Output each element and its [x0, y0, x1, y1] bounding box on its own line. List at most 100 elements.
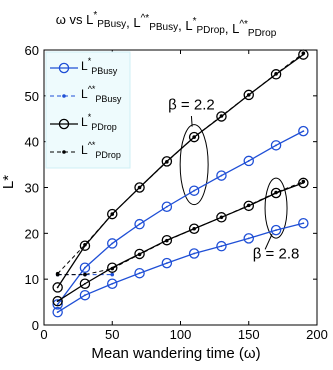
- data-point: [107, 208, 118, 220]
- data-point: [192, 135, 196, 139]
- data-point: [298, 217, 309, 229]
- data-point: [52, 299, 63, 310]
- data-point: [79, 240, 91, 251]
- data-point-center: [247, 160, 250, 162]
- annotation-pointer: [190, 115, 193, 127]
- data-point: [246, 203, 251, 208]
- x-tick-label: 100: [170, 327, 192, 342]
- data-point: [216, 240, 227, 252]
- series-line: [57, 181, 304, 276]
- data-point-center: [111, 282, 114, 285]
- data-point: [243, 89, 254, 101]
- title-item-sub: PDrop: [248, 28, 277, 39]
- data-point-center: [302, 222, 305, 225]
- title-item-sup: *: [193, 16, 197, 27]
- title-item-base: , L: [178, 18, 192, 33]
- legend-label-sub: PBusy: [95, 94, 122, 104]
- annotation-beta-2-8: β = 2.8: [253, 246, 300, 263]
- data-point: [216, 170, 227, 181]
- data-point: [301, 51, 306, 56]
- axes: 0 50 100 150 200 0 10 20 30 40 50 60: [25, 43, 328, 342]
- data-point: [161, 257, 173, 269]
- x-axis-label: Mean wandering time (ω): [91, 345, 260, 362]
- data-point: [83, 242, 87, 247]
- data-point: [270, 224, 282, 236]
- data-point: [243, 155, 254, 167]
- data-point-center: [302, 130, 305, 133]
- y-tick-label: 40: [25, 135, 39, 150]
- data-point-center: [193, 252, 196, 255]
- legend-label-sup: ^*: [88, 84, 96, 94]
- y-tick-label: 60: [25, 43, 39, 58]
- data-point-center: [165, 205, 168, 208]
- legend-label: L*PDrop: [81, 112, 117, 132]
- title-item-sup: ^*: [239, 19, 248, 30]
- x-tick-label: 150: [238, 327, 260, 342]
- y-tick-label: 10: [25, 272, 39, 287]
- legend-label-base: L: [81, 143, 88, 157]
- data-point-center: [84, 282, 86, 285]
- chart-title-text: ω vs L*PBusy, L^*PBusy, L*PDrop, L^*PDro…: [56, 10, 277, 39]
- data-point: [161, 201, 173, 212]
- data-point-center: [165, 262, 168, 265]
- title-item-base: , L: [225, 21, 239, 36]
- data-point: [134, 182, 145, 193]
- data-point: [79, 289, 91, 301]
- series-line: [57, 130, 304, 305]
- data-point-center: [56, 300, 59, 303]
- data-point: [301, 179, 306, 184]
- data-point: [52, 282, 63, 293]
- title-item-base: L: [86, 12, 93, 27]
- data-point-center: [56, 311, 59, 314]
- legend-label-sub: PBusy: [91, 66, 118, 76]
- data-point: [110, 212, 115, 216]
- data-point: [134, 267, 145, 279]
- plot-series: [52, 49, 309, 318]
- data-point: [188, 131, 200, 143]
- annotation-pointer: [264, 233, 273, 250]
- data-point: [165, 238, 169, 243]
- data-point: [137, 185, 142, 190]
- chart-title: ω vs L*PBusy, L^*PBusy, L*PDrop, L^*PDro…: [56, 10, 277, 39]
- data-point-center: [84, 266, 86, 269]
- y-tick-label: 50: [25, 89, 39, 104]
- legend-label: L*PBusy: [81, 56, 118, 76]
- legend-label-sup: *: [88, 112, 92, 122]
- data-point: [188, 185, 200, 196]
- data-point-center: [247, 237, 250, 240]
- data-point: [52, 306, 63, 318]
- data-point-center: [275, 229, 277, 232]
- legend-label-sub: PDrop: [95, 150, 121, 160]
- title-item-sub: PBusy: [97, 19, 126, 30]
- data-point-center: [56, 303, 59, 306]
- legend-label-sup: ^*: [88, 140, 96, 150]
- data-point: [298, 49, 309, 60]
- data-point-center: [220, 174, 223, 177]
- group-ellipse: [264, 177, 288, 239]
- legend-label-base: L: [81, 115, 88, 129]
- y-tick-label: 20: [25, 226, 39, 241]
- legend-marker: [58, 118, 70, 130]
- data-point: [161, 234, 173, 246]
- legend-marker: [58, 62, 70, 74]
- title-prefix: ω vs: [56, 12, 86, 27]
- title-item-sub: PBusy: [149, 22, 178, 33]
- x-tick-label: 50: [105, 327, 119, 342]
- data-point: [216, 111, 227, 122]
- data-point-center: [138, 223, 141, 226]
- data-point: [134, 248, 145, 260]
- data-point: [243, 200, 254, 212]
- data-point-center: [138, 272, 141, 275]
- data-point: [192, 226, 196, 231]
- series-line: [57, 222, 304, 313]
- data-point-center: [275, 144, 277, 147]
- legend-label-base: L: [81, 87, 88, 101]
- annotation-beta-2-2: β = 2.2: [168, 97, 215, 114]
- data-point-center: [193, 189, 196, 192]
- legend-label: L^*PDrop: [81, 140, 121, 160]
- group-ellipse: [179, 124, 209, 206]
- data-point: [270, 140, 282, 151]
- legend-marker: [62, 94, 66, 98]
- data-point: [134, 218, 145, 230]
